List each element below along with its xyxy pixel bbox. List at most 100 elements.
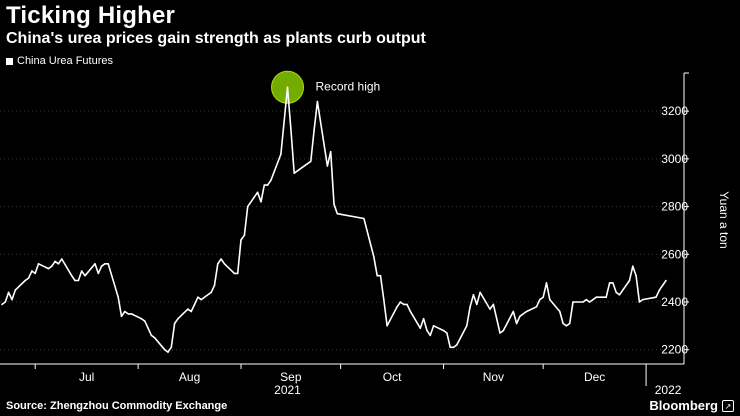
data-point [379,274,382,277]
data-point [409,310,412,313]
data-point [51,265,53,268]
data-point [144,320,146,322]
data-point [592,298,594,301]
series-line-china-urea-futures [1,86,667,353]
data-point [499,332,501,334]
data-point [223,263,226,265]
bloomberg-badge-icon: ↗ [722,400,734,412]
data-point [34,272,36,275]
y-tick-label: 3000 [661,152,688,166]
data-point [280,153,282,155]
data-point [173,322,176,325]
data-point [27,277,30,279]
data-point [562,322,564,325]
data-point [167,351,169,353]
data-point [313,129,315,131]
data-points [1,86,667,353]
data-point [107,263,109,265]
data-point [661,284,664,287]
data-point [4,301,7,303]
data-point [213,284,216,287]
data-point [618,294,621,296]
data-point [422,317,425,320]
data-point [363,217,365,220]
data-point [383,298,385,301]
y-tick-label: 3200 [661,104,688,118]
data-point [539,298,541,301]
data-point [310,160,312,163]
data-point [1,303,3,306]
data-point [246,205,249,208]
data-point [150,334,153,337]
data-point [446,332,448,334]
data-point [373,255,375,258]
legend: China Urea Futures [6,55,113,67]
data-point [260,201,262,203]
data-point [628,279,631,282]
data-point [177,317,179,320]
data-point [522,313,524,315]
x-tick-label: Dec [584,370,605,384]
data-point [80,270,83,272]
data-point [608,282,611,284]
data-point [197,296,199,299]
x-tick-label: Oct [383,370,402,384]
x-tick-label: 2022 [655,383,682,397]
data-point [512,310,515,313]
data-point [376,274,379,277]
x-tick-label: Jul [79,370,94,384]
data-point [495,317,498,320]
data-point [525,310,528,313]
data-point [655,296,657,299]
data-point [316,100,319,103]
gridlines [0,110,684,351]
data-point [582,301,584,303]
data-point [585,298,588,301]
data-point [665,279,667,282]
data-point [236,272,239,275]
data-point [456,344,458,346]
data-point [61,258,63,260]
data-point [402,303,405,306]
x-tick-label: Nov [483,370,504,384]
tick-labels: 2200 2400 2600 2800 3000 3200 Jul Aug Sep Oct Nov D… [34,104,689,397]
data-point [638,301,641,303]
y-axis-title: Yuan a ton [717,191,731,248]
data-point [283,119,286,122]
data-point [97,272,100,275]
data-point [449,346,452,349]
source-note: Source: Zhengzhou Commodity Exchange [6,400,228,412]
data-point [100,265,103,268]
data-point [572,301,574,303]
y-tick-label: 2800 [661,200,688,214]
chart-title: Ticking Higher [6,2,176,29]
data-point [170,346,173,349]
bloomberg-logo: Bloomberg [649,398,718,413]
data-point [426,329,428,332]
data-point [240,239,242,241]
data-point [31,270,33,272]
legend-swatch [6,57,13,65]
data-point [489,308,491,310]
data-point [117,296,119,299]
y-tick-label: 2200 [661,343,688,357]
axes [0,72,689,365]
data-point [57,263,60,265]
data-point [11,298,13,301]
data-point [336,212,339,215]
data-point [658,289,661,291]
data-point [163,348,166,351]
data-point [147,327,149,330]
data-point [220,258,222,260]
data-point [326,165,329,167]
y-tick-label: 2400 [661,295,688,309]
data-point [120,315,123,318]
data-point [84,274,86,277]
data-point [492,303,495,306]
data-point [47,267,50,270]
data-point [642,298,644,301]
data-point [333,203,335,205]
y-tick-label: 2600 [661,247,688,261]
data-point [77,279,80,282]
